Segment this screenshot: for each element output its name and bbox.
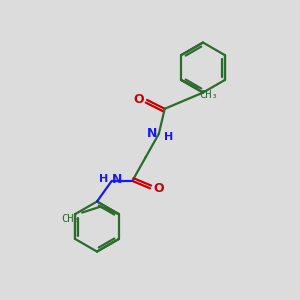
Text: N: N xyxy=(112,173,123,186)
Text: O: O xyxy=(154,182,164,195)
Text: O: O xyxy=(133,93,143,106)
Text: H: H xyxy=(164,132,173,142)
Text: H: H xyxy=(99,174,108,184)
Text: CH₃: CH₃ xyxy=(61,214,80,224)
Text: CH₃: CH₃ xyxy=(199,90,218,100)
Text: N: N xyxy=(147,127,158,140)
